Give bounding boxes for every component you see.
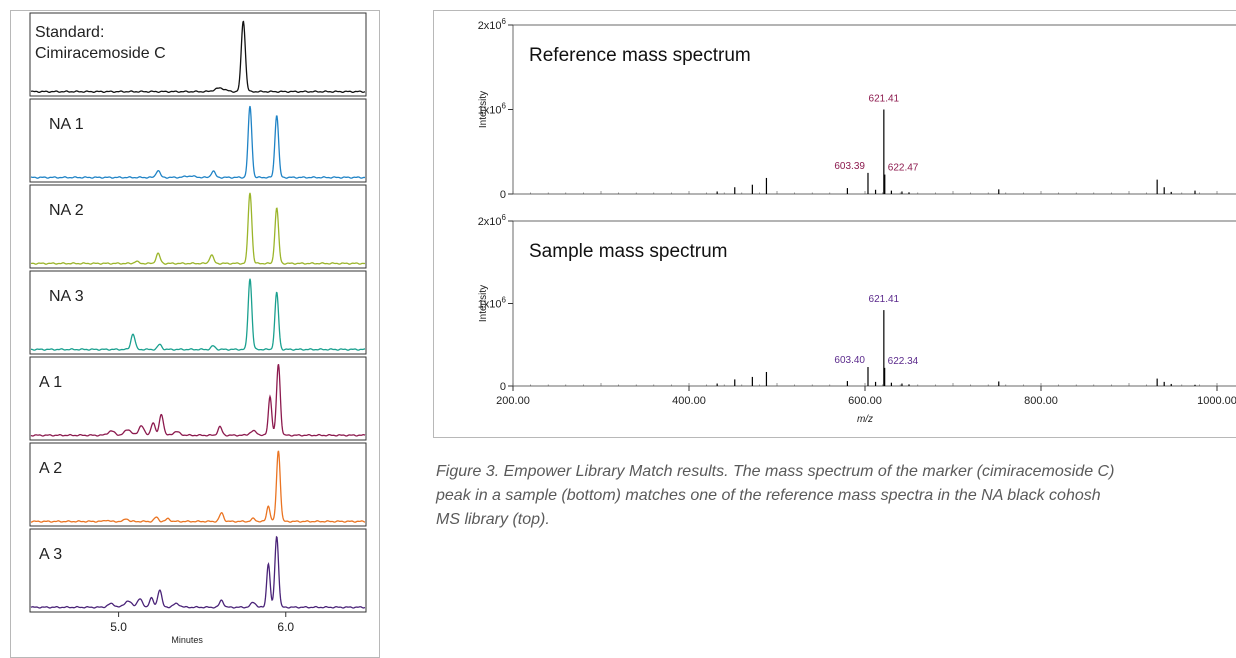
- panel-frame: [29, 12, 367, 97]
- y-tick-label: 1x106: [478, 102, 507, 117]
- y-tick-label: 2x106: [478, 17, 507, 32]
- y-tick-label: 1x106: [478, 296, 507, 311]
- chromatogram-trace: [30, 535, 366, 609]
- spectrum-title: Sample mass spectrum: [529, 241, 728, 262]
- y-tick-label: 0: [500, 381, 506, 393]
- chromatogram-panel: A 1: [29, 356, 367, 441]
- x-tick-label: 800.00: [1024, 395, 1058, 407]
- sample-spectrum-panel: 0 1x106 2x106 Intensity Sample mass spectrum…: [478, 213, 1236, 425]
- panel-label: NA 2: [49, 202, 84, 219]
- y-tick-label: 0: [500, 189, 506, 201]
- panel-label: NA 3: [49, 288, 84, 305]
- y-tick-label: 2x106: [478, 213, 507, 228]
- peak-label: 603.40: [834, 355, 865, 366]
- chromatogram-trace: [30, 450, 366, 523]
- x-tick-label: 5.0: [110, 620, 127, 634]
- x-tick-label: 1000.00: [1197, 395, 1236, 407]
- x-tick-label: 600.00: [848, 395, 882, 407]
- x-tick-label: 6.0: [277, 620, 294, 634]
- panel-label: Standard:: [35, 24, 104, 41]
- mass-spectrum-figure: 0 1x106 2x106 Intensity Reference mass spect…: [433, 10, 1236, 438]
- panel-label: A 3: [39, 546, 62, 563]
- chromatogram-panel: NA 1: [29, 98, 367, 183]
- panel-label: Cimiracemoside C: [35, 45, 166, 62]
- peak-label: 622.34: [888, 356, 919, 367]
- peak-label: 622.47: [888, 163, 919, 174]
- panel-label: A 1: [39, 374, 62, 391]
- panel-frame: [29, 270, 367, 355]
- chromatogram-trace: [30, 192, 366, 265]
- panel-label: NA 1: [49, 116, 84, 133]
- panel-frame: [29, 356, 367, 441]
- chromatogram-panel: A 3: [29, 528, 367, 613]
- chromatogram-panel: A 2: [29, 442, 367, 527]
- x-axis-label: Minutes: [171, 635, 203, 645]
- reference-spectrum-panel: 0 1x106 2x106 Intensity Reference mass spect…: [478, 17, 1236, 201]
- panel-frame: [29, 528, 367, 613]
- x-axis-label: m/z: [857, 414, 873, 425]
- chromatogram-trace: [30, 364, 366, 437]
- chromatogram-trace: [30, 20, 366, 94]
- y-axis-label: Intensity: [478, 91, 489, 128]
- chromatogram-panel: Standard: Cimiracemoside C: [29, 12, 367, 97]
- x-tick-label: 200.00: [496, 395, 530, 407]
- panel-frame: [29, 184, 367, 269]
- panel-frame: [29, 442, 367, 527]
- y-axis-label: Intensity: [478, 285, 489, 322]
- peak-label: 603.39: [834, 161, 865, 172]
- panel-label: A 2: [39, 460, 62, 477]
- chromatogram-trace: [30, 105, 366, 179]
- ms-outer-frame: [433, 10, 1236, 438]
- peak-label: 621.41: [869, 94, 900, 105]
- chromatogram-panel: NA 3: [29, 270, 367, 355]
- peak-label: 621.41: [869, 294, 900, 305]
- panel-frame: [29, 98, 367, 183]
- chromatogram-trace: [30, 278, 366, 351]
- chromatogram-panel: NA 2: [29, 184, 367, 269]
- chromatogram-stack-figure: Standard: Cimiracemoside C NA 1 NA 2 NA 3 A 1…: [10, 10, 380, 658]
- figure-caption: Figure 3. Empower Library Match results.…: [436, 463, 1115, 528]
- spectrum-title: Reference mass spectrum: [529, 45, 751, 66]
- x-tick-label: 400.00: [672, 395, 706, 407]
